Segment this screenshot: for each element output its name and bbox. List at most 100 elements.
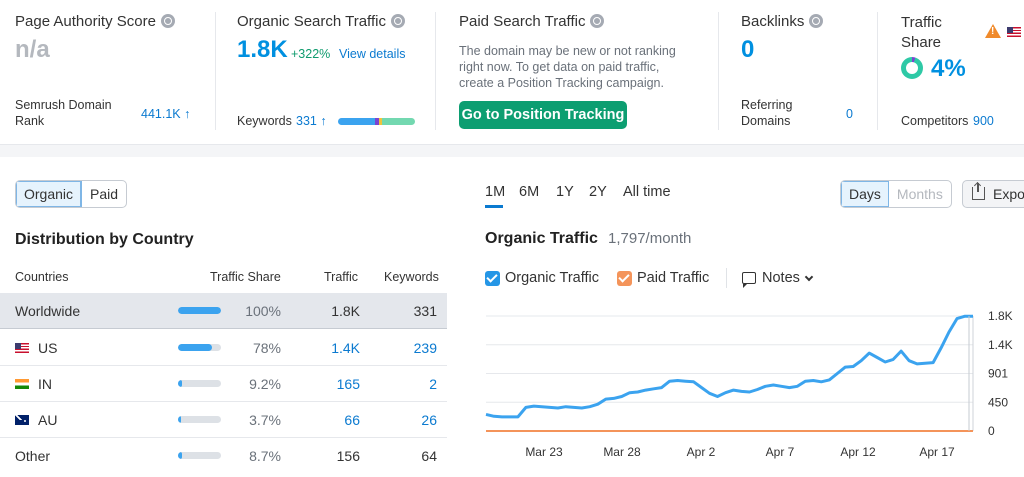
header-keywords[interactable]: Keywords	[384, 270, 439, 284]
country-name: Other	[15, 448, 51, 464]
paid-title: Paid Search Traffic	[459, 13, 605, 30]
export-button[interactable]: Export	[962, 180, 1024, 208]
keywords-value[interactable]: 239	[413, 340, 437, 356]
chevron-down-icon[interactable]	[804, 272, 814, 282]
days-button[interactable]: Days	[841, 181, 889, 207]
authority-title: Page Authority Score	[15, 13, 175, 30]
chart-subtitle: 1,797/month	[608, 230, 692, 247]
x-tick-label: Apr 2	[687, 445, 716, 459]
y-tick-label: 1.8K	[988, 309, 1013, 323]
share-bar	[178, 344, 221, 351]
info-icon[interactable]	[390, 14, 405, 28]
export-icon	[972, 183, 985, 200]
keywords-distribution-bar	[338, 118, 415, 125]
warning-icon[interactable]	[985, 24, 1001, 38]
info-icon[interactable]	[809, 14, 824, 28]
tab-organic[interactable]: Organic	[16, 181, 83, 207]
x-tick-label: Apr 7	[766, 445, 795, 459]
traffic-value[interactable]: 1.4K	[331, 340, 360, 356]
notes-dropdown[interactable]: Notes	[762, 270, 800, 286]
x-tick-label: Apr 17	[919, 445, 955, 459]
share-bar	[178, 307, 221, 314]
domain-rank-label: Semrush Domain Rank	[15, 98, 112, 128]
table-row-other[interactable]: Other 8.7% 156 64	[0, 438, 447, 474]
paid-traffic-legend[interactable]: Paid Traffic	[637, 270, 710, 286]
period-2y[interactable]: 2Y	[589, 184, 607, 200]
y-tick-label: 901	[988, 367, 1008, 381]
table-row-in[interactable]: IN 9.2% 165 2	[0, 366, 447, 402]
organic-traffic-line	[485, 314, 973, 419]
granularity-toggle: Days Months	[840, 180, 952, 208]
organic-value[interactable]: 1.8K	[237, 36, 288, 63]
traffic-share-donut	[901, 57, 923, 79]
competitors-label: Competitors	[901, 114, 969, 128]
share-value: 9.2%	[249, 376, 281, 392]
au-flag-icon	[15, 415, 29, 425]
traffic-value: 156	[336, 448, 360, 464]
keywords-value[interactable]: 26	[421, 412, 437, 428]
export-label: Export	[993, 186, 1024, 202]
info-icon[interactable]	[160, 14, 175, 28]
domain-rank-value[interactable]: 441.1K ↑	[141, 107, 191, 121]
period-1y[interactable]: 1Y	[556, 184, 574, 200]
table-row-au[interactable]: AU 3.7% 66 26	[0, 402, 447, 438]
tab-paid[interactable]: Paid	[90, 186, 119, 202]
competitors-value[interactable]: 900	[973, 114, 994, 128]
distribution-title: Distribution by Country	[15, 231, 194, 248]
traffic-value[interactable]: 66	[344, 412, 360, 428]
table-row-worldwide[interactable]: Worldwide 100% 1.8K 331	[0, 293, 447, 329]
keywords-value[interactable]: 2	[429, 376, 437, 392]
y-tick-label: 450	[988, 395, 1008, 409]
share-value: 3.7%	[249, 412, 281, 428]
divider	[435, 12, 436, 130]
share-value: 100%	[245, 303, 281, 319]
country-name: US	[38, 340, 58, 356]
us-flag-icon	[1007, 27, 1021, 37]
traffic-value[interactable]: 165	[336, 376, 360, 392]
period-all-time[interactable]: All time	[623, 184, 671, 200]
divider	[726, 268, 727, 288]
y-tick-label: 1.4K	[988, 338, 1013, 352]
period-1m[interactable]: 1M	[485, 184, 506, 200]
referring-domains-label: Referring Domains	[741, 98, 793, 128]
header-countries: Countries	[15, 270, 69, 284]
share-value: 8.7%	[249, 448, 281, 464]
x-tick-label: Mar 28	[603, 445, 641, 459]
us-flag-icon	[15, 343, 29, 353]
paid-traffic-checkbox[interactable]	[617, 271, 632, 286]
divider	[215, 12, 216, 130]
keywords-label: Keywords	[237, 114, 292, 128]
referring-domains-value[interactable]: 0	[846, 107, 853, 121]
period-6m[interactable]: 6M	[519, 184, 540, 200]
organic-traffic-checkbox[interactable]	[485, 271, 500, 286]
organic-traffic-chart[interactable]: 1.8K 1.4K 901 450 0 Mar 23 Mar 28 Apr 2 Apr 7 Apr…	[480, 300, 1024, 477]
active-period-indicator	[485, 205, 503, 208]
divider	[877, 12, 878, 130]
backlinks-value[interactable]: 0	[741, 36, 755, 63]
traffic-share-value: 4%	[931, 55, 966, 82]
notes-icon[interactable]	[742, 272, 756, 288]
section-separator	[0, 145, 1024, 157]
go-to-position-tracking-button[interactable]: Go to Position Tracking	[459, 101, 627, 129]
share-bar	[178, 380, 221, 387]
backlinks-title: Backlinks	[741, 13, 824, 30]
traffic-share-title: Traffic Share	[901, 14, 942, 51]
header-traffic-share[interactable]: Traffic Share	[210, 270, 281, 284]
y-tick-label: 0	[988, 424, 995, 438]
authority-value: n/a	[15, 36, 50, 63]
table-row-us[interactable]: US 78% 1.4K 239	[0, 330, 447, 366]
organic-traffic-legend[interactable]: Organic Traffic	[505, 270, 600, 286]
organic-paid-toggle: Organic Paid	[15, 180, 128, 208]
header-traffic[interactable]: Traffic	[324, 270, 359, 284]
paid-message: The domain may be new or not ranking rig…	[459, 44, 676, 90]
keywords-value: 64	[421, 448, 437, 464]
share-bar	[178, 452, 221, 459]
keywords-value: 331	[413, 303, 437, 319]
keywords-value[interactable]: 331 ↑	[296, 114, 327, 128]
chart-title: Organic Traffic	[485, 230, 598, 247]
view-details-link[interactable]: View details	[339, 47, 406, 61]
months-button: Months	[896, 186, 943, 202]
traffic-value: 1.8K	[331, 303, 360, 319]
info-icon[interactable]	[590, 14, 605, 28]
x-tick-label: Apr 12	[840, 445, 876, 459]
